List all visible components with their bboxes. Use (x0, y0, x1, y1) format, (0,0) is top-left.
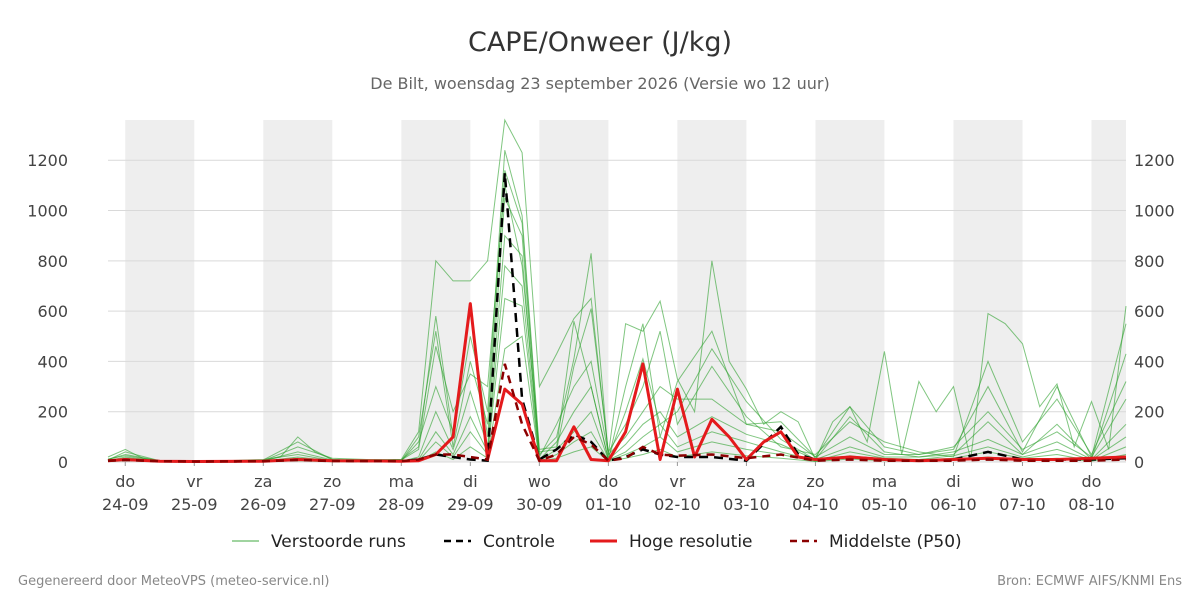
x-tick: ma 05-10 (861, 462, 908, 514)
legend-label: Hoge resolutie (629, 532, 753, 552)
y-tick-label: 400 (37, 352, 68, 371)
y-tick-label: 600 (37, 302, 68, 321)
y-axis-left: 0 200 400 600 800 1000 1200 (27, 151, 68, 472)
chart-subtitle: De Bilt, woensdag 23 september 2026 (Ver… (370, 74, 830, 93)
series-line-thin (107, 150, 1127, 463)
x-tick-day: wo (1011, 472, 1034, 491)
y-tick-label: 200 (1134, 403, 1165, 422)
footer-generated: Gegenereerd door MeteoVPS (meteo-service… (18, 574, 329, 589)
x-tick-day: di (946, 472, 961, 491)
x-tick: zo 04-10 (792, 462, 839, 514)
x-axis: do 24-09 vr 25-09 za 26-09 zo 27-09 ma 28-09 di 29-… (102, 462, 1115, 514)
x-tick: vr 25-09 (171, 462, 218, 514)
x-tick: do 08-10 (1068, 462, 1115, 514)
x-tick: di 06-10 (930, 462, 977, 514)
x-tick-day: ma (872, 472, 897, 491)
x-tick-date: 29-09 (447, 495, 494, 514)
y-tick-label: 0 (1134, 453, 1144, 472)
day-shade (677, 120, 747, 462)
chart-title: CAPE/Onweer (J/kg) (468, 27, 732, 58)
day-shade (815, 120, 885, 462)
footer-source: Bron: ECMWF AIFS/KNMI Ens (997, 574, 1182, 589)
x-tick-date: 01-10 (585, 495, 632, 514)
x-tick-date: 25-09 (171, 495, 218, 514)
x-tick-day: do (598, 472, 618, 491)
x-tick: za 26-09 (240, 462, 287, 514)
y-tick-label: 200 (37, 403, 68, 422)
plot-area (107, 118, 1127, 463)
x-tick: vr 02-10 (654, 462, 701, 514)
x-tick-day: vr (186, 472, 202, 491)
legend-label: Verstoorde runs (271, 532, 406, 552)
y-tick-label: 800 (37, 252, 68, 271)
x-tick: wo 07-10 (999, 462, 1046, 514)
x-tick-day: ma (389, 472, 414, 491)
day-shade (539, 120, 609, 462)
x-tick-date: 27-09 (309, 495, 356, 514)
x-tick-date: 04-10 (792, 495, 839, 514)
y-tick-label: 400 (1134, 352, 1165, 371)
x-tick-day: zo (323, 472, 341, 491)
y-tick-label: 1200 (1134, 151, 1175, 170)
x-tick-date: 24-09 (102, 495, 149, 514)
x-tick: zo 27-09 (309, 462, 356, 514)
legend-label: Controle (483, 532, 555, 552)
x-tick-day: di (463, 472, 478, 491)
x-tick-day: za (737, 472, 755, 491)
x-tick-date: 06-10 (930, 495, 977, 514)
x-tick-date: 07-10 (999, 495, 1046, 514)
x-tick-date: 26-09 (240, 495, 287, 514)
x-tick-date: 08-10 (1068, 495, 1115, 514)
legend: Verstoorde runs Controle Hoge resolutie Mid… (232, 532, 962, 552)
day-shade (953, 120, 1023, 462)
legend-item: Verstoorde runs (232, 532, 406, 552)
x-tick-day: za (254, 472, 272, 491)
y-tick-label: 0 (58, 453, 68, 472)
x-tick-day: do (115, 472, 135, 491)
y-tick-label: 1200 (27, 151, 68, 170)
legend-label: Middelste (P50) (829, 532, 962, 552)
y-tick-label: 600 (1134, 302, 1165, 321)
series-line-median (107, 363, 1127, 463)
x-tick: di 29-09 (447, 462, 494, 514)
x-tick-date: 30-09 (516, 495, 563, 514)
x-tick-date: 05-10 (861, 495, 908, 514)
legend-item: Middelste (P50) (790, 532, 962, 552)
y-tick-label: 1000 (27, 202, 68, 221)
x-tick-day: vr (669, 472, 685, 491)
y-axis-right: 0 200 400 600 800 1000 1200 (1134, 151, 1175, 472)
gridlines (108, 159, 1126, 463)
x-tick-date: 02-10 (654, 495, 701, 514)
x-tick-day: wo (528, 472, 551, 491)
x-tick: do 24-09 (102, 462, 149, 514)
x-tick: ma 28-09 (378, 462, 425, 514)
x-tick-date: 03-10 (723, 495, 770, 514)
legend-item: Controle (444, 532, 555, 552)
day-shade (125, 120, 195, 462)
day-shade (263, 120, 333, 462)
y-tick-label: 800 (1134, 252, 1165, 271)
x-tick: za 03-10 (723, 462, 770, 514)
x-tick-date: 28-09 (378, 495, 425, 514)
x-tick: do 01-10 (585, 462, 632, 514)
y-tick-label: 1000 (1134, 202, 1175, 221)
x-tick-day: do (1082, 472, 1102, 491)
x-tick: wo 30-09 (516, 462, 563, 514)
legend-item: Hoge resolutie (590, 532, 753, 552)
day-shade (1091, 120, 1126, 462)
x-tick-day: zo (806, 472, 824, 491)
